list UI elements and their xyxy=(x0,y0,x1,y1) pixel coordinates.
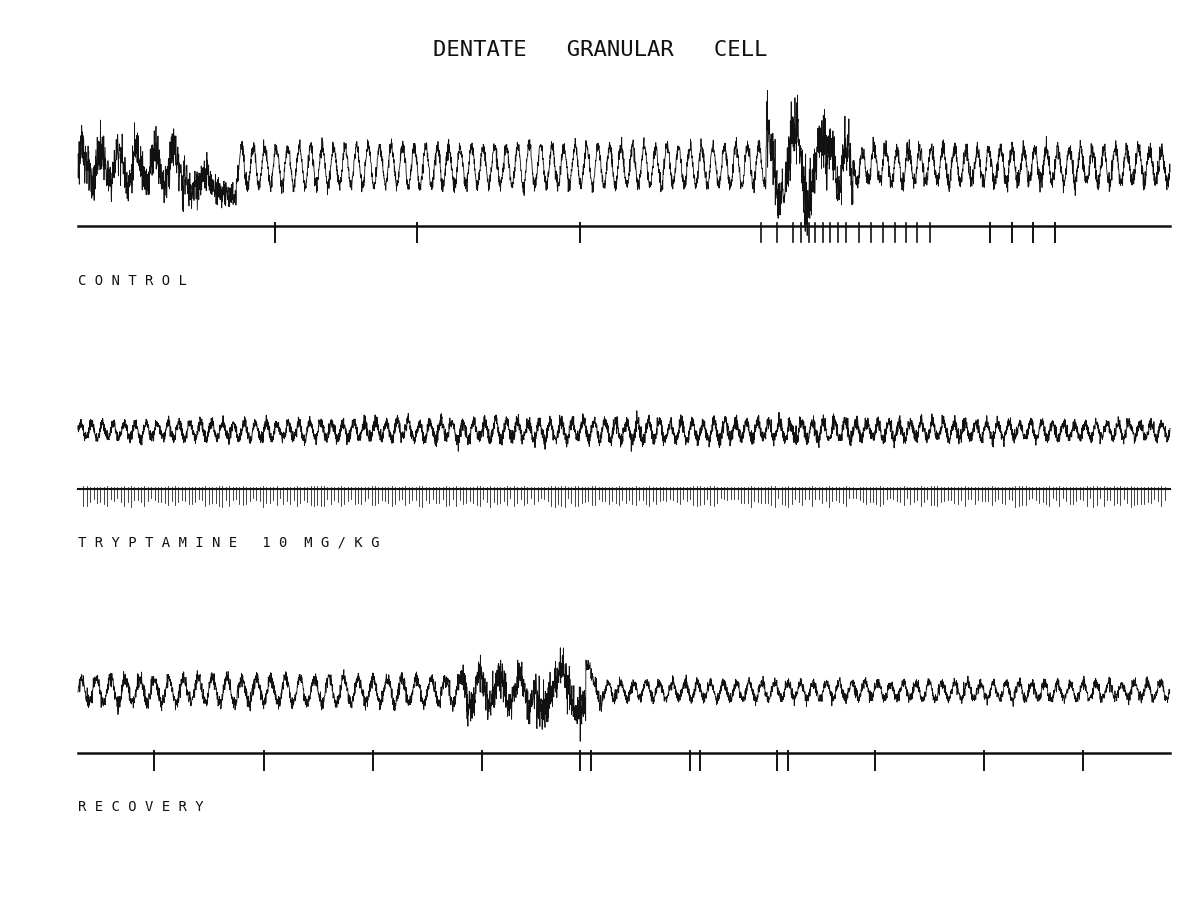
Text: DENTATE   GRANULAR   CELL: DENTATE GRANULAR CELL xyxy=(433,40,767,60)
Text: R E C O V E R Y: R E C O V E R Y xyxy=(78,800,204,814)
Text: C O N T R O L: C O N T R O L xyxy=(78,274,187,288)
Text: T R Y P T A M I N E   1 0  M G / K G: T R Y P T A M I N E 1 0 M G / K G xyxy=(78,536,379,550)
